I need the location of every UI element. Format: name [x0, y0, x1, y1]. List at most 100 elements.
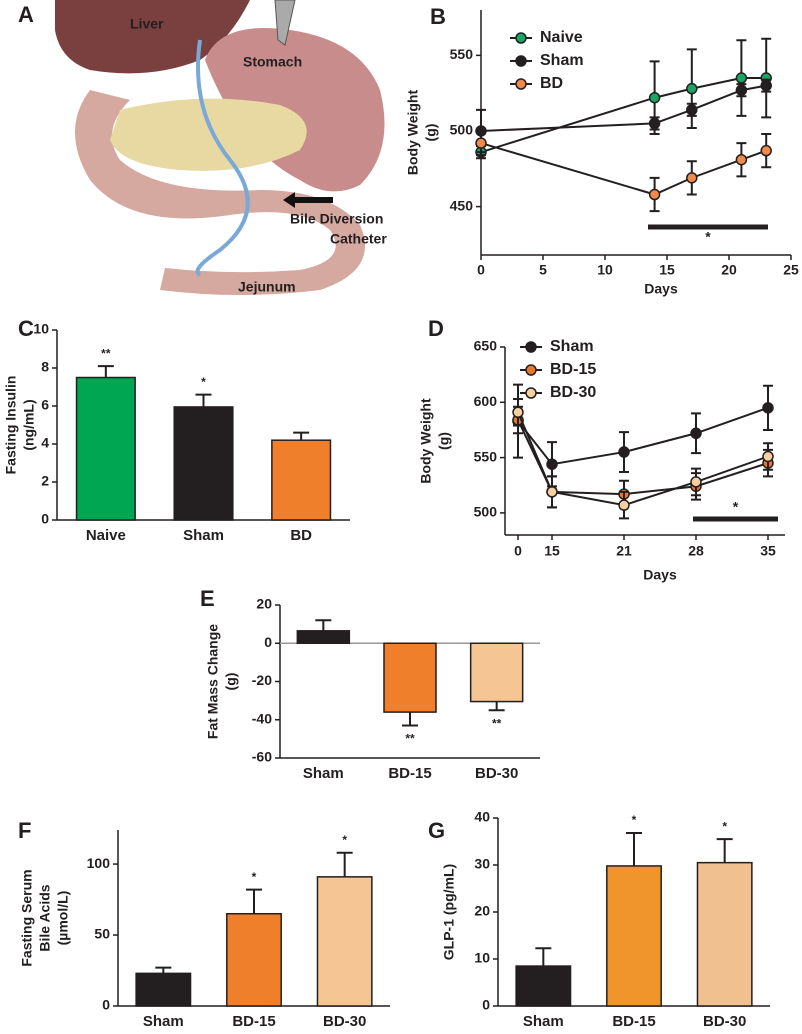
y-tick-label: 0	[102, 997, 110, 1013]
x-tick-label: 25	[783, 262, 799, 278]
y-tick-label: 500	[450, 122, 474, 138]
data-point	[735, 84, 748, 96]
y-axis-label: GLP-1 (pg/mL)	[441, 864, 457, 960]
bar	[271, 439, 332, 521]
error-bar	[488, 701, 505, 712]
x-tick-label: BD-15	[612, 1013, 655, 1030]
x-tick-label: BD-30	[703, 1013, 746, 1030]
significance-label: *	[733, 499, 739, 515]
y-tick-label: 550	[450, 46, 474, 62]
y-tick-label: -20	[252, 672, 272, 688]
y-tick-label: 6	[41, 397, 49, 413]
arrow	[283, 192, 333, 208]
x-tick-label: Naive	[86, 527, 126, 544]
x-tick-label: Sham	[523, 1013, 564, 1030]
legend-label: Naive	[540, 29, 583, 46]
panel-label: B	[430, 4, 446, 29]
bar	[469, 642, 524, 703]
panel-label: E	[200, 586, 215, 611]
bar	[75, 376, 136, 521]
device-label: Bile Diversion	[290, 211, 383, 227]
y-tick-label: 50	[94, 926, 110, 942]
series-line	[517, 406, 769, 466]
y-tick-label: 600	[474, 393, 498, 409]
y-tick-label: -40	[252, 710, 272, 726]
data-point	[762, 402, 774, 414]
x-tick-label: Sham	[143, 1013, 184, 1030]
y-tick-label: 450	[450, 197, 474, 213]
y-tick-label: 10	[474, 950, 490, 966]
panel-label: C	[18, 316, 34, 341]
data-point	[546, 486, 558, 498]
y-tick-label: -60	[252, 749, 272, 765]
error-bar	[626, 832, 642, 866]
y-axis-label: (g)	[436, 432, 452, 450]
data-point	[686, 82, 698, 95]
y-tick-label: 500	[474, 504, 498, 520]
data-point	[686, 104, 698, 116]
bar	[173, 406, 234, 521]
error-bar	[716, 838, 733, 863]
data-point	[648, 91, 661, 104]
error-bar	[535, 947, 552, 967]
pancreas-shape	[110, 98, 307, 171]
error-bar	[97, 365, 114, 378]
data-point	[546, 458, 558, 470]
x-tick-label: 0	[477, 262, 485, 278]
bar	[606, 865, 662, 1007]
y-axis-label: Fat Mass Change	[205, 624, 221, 739]
x-tick-label: BD	[290, 527, 312, 544]
device-label: Catheter	[330, 231, 387, 247]
legend-label: Sham	[550, 338, 594, 355]
significance-label: *	[201, 375, 206, 389]
x-tick-label: BD-30	[323, 1013, 366, 1030]
legend-label: BD	[540, 75, 563, 92]
y-tick-label: 10	[33, 321, 49, 337]
data-point	[760, 144, 772, 157]
error-bar	[293, 431, 310, 441]
x-tick-label: Sham	[183, 527, 224, 544]
significance-label: *	[342, 833, 347, 847]
significance-label: **	[492, 716, 502, 730]
bar	[316, 876, 373, 1007]
liver-shape	[55, 0, 250, 74]
error-bar	[155, 966, 172, 974]
significance-label: **	[405, 732, 415, 746]
anatomy-illustration: A Liver Stomach Bile Diversion Catheter …	[18, 0, 387, 295]
x-tick-label: BD-15	[232, 1013, 275, 1030]
error-bar	[195, 393, 212, 407]
y-tick-label: 40	[474, 809, 490, 825]
significance-label: *	[722, 819, 727, 833]
error-bar	[336, 851, 353, 877]
data-point	[735, 72, 748, 84]
probe	[274, 0, 296, 46]
data-point	[762, 450, 774, 463]
stomach-shape	[205, 28, 385, 192]
data-point	[618, 499, 630, 511]
y-tick-label: 2	[41, 473, 49, 489]
y-tick-label: 550	[474, 448, 498, 464]
series-line	[480, 142, 767, 196]
data-point	[475, 137, 487, 149]
series-line	[517, 419, 769, 496]
x-tick-label: BD-15	[388, 765, 431, 782]
y-tick-label: 30	[474, 856, 490, 872]
bar	[383, 642, 437, 713]
data-point	[648, 188, 661, 201]
significance-label: *	[705, 229, 711, 245]
x-tick-label: 28	[688, 543, 704, 559]
legend-label: BD-15	[550, 361, 596, 378]
y-axis-label: (g)	[423, 124, 439, 142]
legend-label: BD-30	[550, 384, 596, 401]
catheter-tube	[195, 39, 250, 277]
y-tick-label: 20	[256, 596, 272, 612]
bar	[515, 965, 572, 1007]
significance-bar	[693, 516, 778, 522]
x-tick-label: BD-30	[475, 765, 518, 782]
legend-marker	[515, 32, 527, 44]
legend-marker	[525, 364, 537, 376]
bar	[135, 972, 192, 1007]
y-axis-label: Fasting Serum	[19, 869, 35, 966]
y-axis-label: Fasting Insulin	[3, 376, 19, 475]
data-point	[690, 476, 702, 488]
